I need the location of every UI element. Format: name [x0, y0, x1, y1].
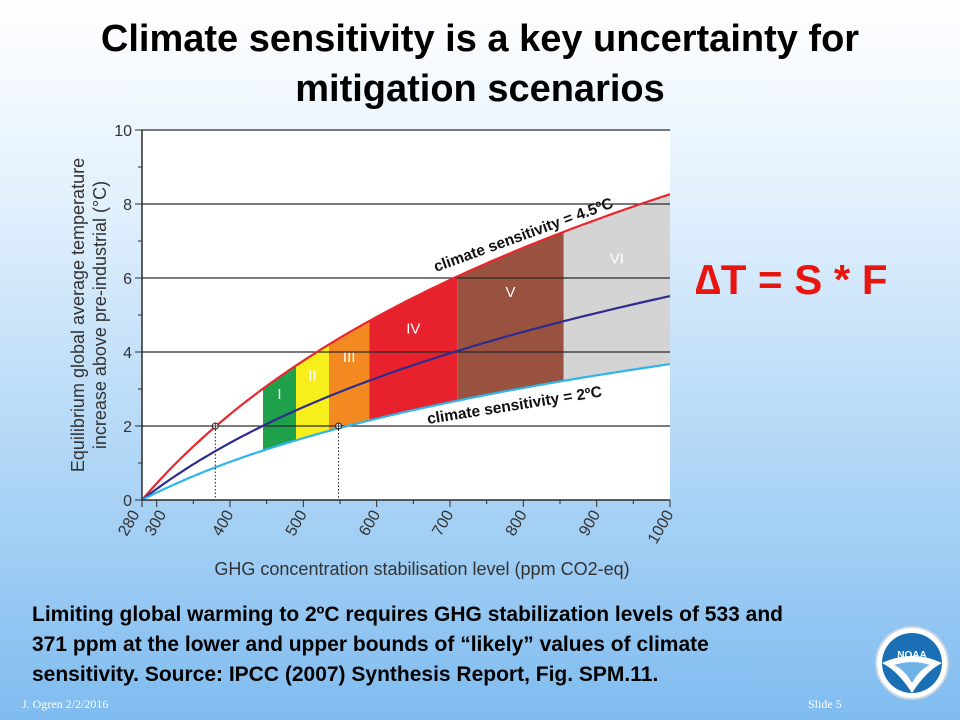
x-tick-label-600: 600 — [356, 507, 384, 539]
caption-line-1: Limiting global warming to 2ºC requires … — [32, 603, 783, 626]
category-band-v — [457, 231, 564, 401]
category-band-i — [263, 365, 296, 451]
category-band-ii — [296, 344, 329, 441]
title-line-2: mitigation scenarios — [295, 68, 665, 110]
category-band-vi — [563, 194, 670, 381]
y-tick-label-4: 4 — [123, 345, 132, 362]
x-axis-label: GHG concentration stabilisation level (p… — [214, 559, 629, 579]
footer-slide-number: Slide 5 — [808, 697, 842, 711]
logo-text: NOAA — [897, 650, 926, 661]
category-band-iii — [329, 321, 370, 431]
y-axis-label-line-1: Equilibrium global average temperature — [68, 158, 88, 472]
caption: Limiting global warming to 2ºC requires … — [32, 600, 902, 690]
footer-author-date: J. Ogren 2/2/2016 — [22, 697, 109, 711]
x-tick-label-700: 700 — [429, 507, 457, 539]
x-tick-label-800: 800 — [503, 507, 531, 539]
y-tick-label-8: 8 — [123, 197, 132, 214]
x-tick-label-400: 400 — [209, 507, 237, 539]
category-label-v: V — [505, 284, 515, 301]
curve-sensitivity-0 — [141, 193, 671, 501]
category-label-vi: VI — [610, 250, 624, 267]
category-label-iv: IV — [406, 321, 420, 338]
y-axis-label-line-2: increase above pre-industrial (°C) — [90, 181, 110, 449]
slide-title: Climate sensitivity is a key uncertainty… — [20, 14, 940, 114]
category-band-iv — [369, 276, 458, 421]
caption-line-2: 371 ppm at the lower and upper bounds of… — [32, 633, 709, 656]
curve-sensitivity-2 — [141, 363, 671, 501]
x-tick-label-900: 900 — [576, 507, 604, 539]
x-tick-label-500: 500 — [283, 507, 311, 539]
y-tick-label-10: 10 — [114, 123, 132, 140]
category-label-ii: II — [308, 368, 316, 385]
x-tick-label-300: 300 — [142, 507, 170, 539]
y-tick-label-0: 0 — [123, 493, 132, 510]
title-line-1: Climate sensitivity is a key uncertainty… — [100, 18, 860, 60]
y-tick-label-2: 2 — [123, 419, 132, 436]
x-tick-label-280: 280 — [115, 507, 143, 539]
category-label-iii: III — [343, 349, 356, 366]
curve-sensitivity-1 — [141, 295, 671, 501]
caption-line-3: sensitivity. Source: IPCC (2007) Synthes… — [32, 663, 659, 686]
y-tick-label-6: 6 — [123, 271, 132, 288]
noaa-logo: NOAA — [875, 626, 949, 700]
x-tick-label-1000: 1000 — [645, 507, 678, 546]
equation-text: ∆T = S * F — [695, 256, 888, 303]
category-label-i: I — [277, 386, 281, 403]
